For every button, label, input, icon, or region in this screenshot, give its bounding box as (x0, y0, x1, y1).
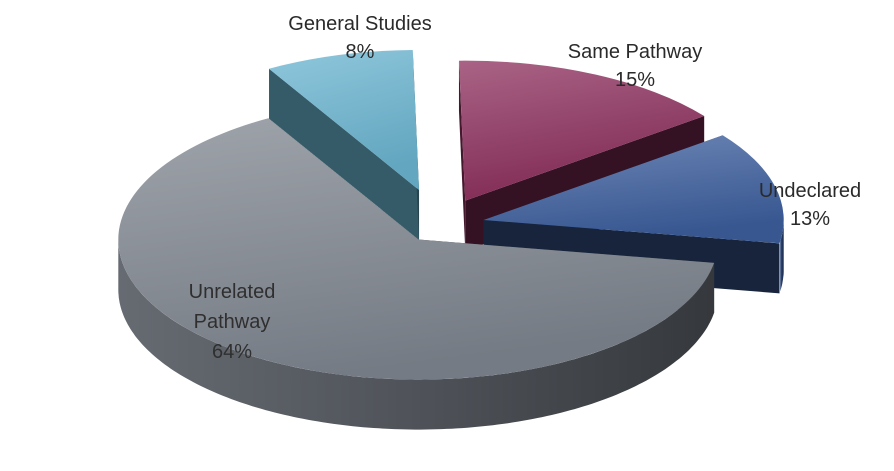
general-studies-label: General Studies 8% (288, 13, 431, 63)
undeclared-outer-wall (780, 221, 784, 292)
unrelated-pathway-outer-wall (118, 240, 715, 430)
same-pathway-label-line: 15% (615, 69, 655, 91)
unrelated-pathway-label-line: 64% (212, 341, 252, 363)
unrelated-pathway-label-line: Unrelated (189, 281, 276, 303)
slice-tops-layer (118, 50, 784, 380)
general-studies-slice (269, 50, 420, 190)
unrelated-pathway-label: Unrelated Pathway 64% (189, 281, 276, 363)
same-pathway-label-line: Same Pathway (568, 41, 703, 63)
general-studies-label-line: 8% (346, 41, 375, 63)
undeclared-label-line: 13% (790, 208, 830, 230)
unrelated-pathway-slice (118, 118, 715, 380)
slice-labels-layer: General Studies 8% Same Pathway 15% Undeclar… (189, 13, 862, 363)
undeclared-label-line: Undeclared (759, 180, 861, 202)
general-studies-label-line: General Studies (288, 13, 431, 35)
same-pathway-label: Same Pathway 15% (568, 41, 703, 91)
undeclared-label: Undeclared 13% (759, 180, 861, 230)
unrelated-pathway-label-line: Pathway (194, 311, 271, 333)
same-pathway-radial-wall (458, 60, 466, 251)
general-studies-radial-wall (269, 68, 420, 240)
undeclared-slice (483, 135, 784, 244)
same-pathway-slice (459, 60, 705, 201)
